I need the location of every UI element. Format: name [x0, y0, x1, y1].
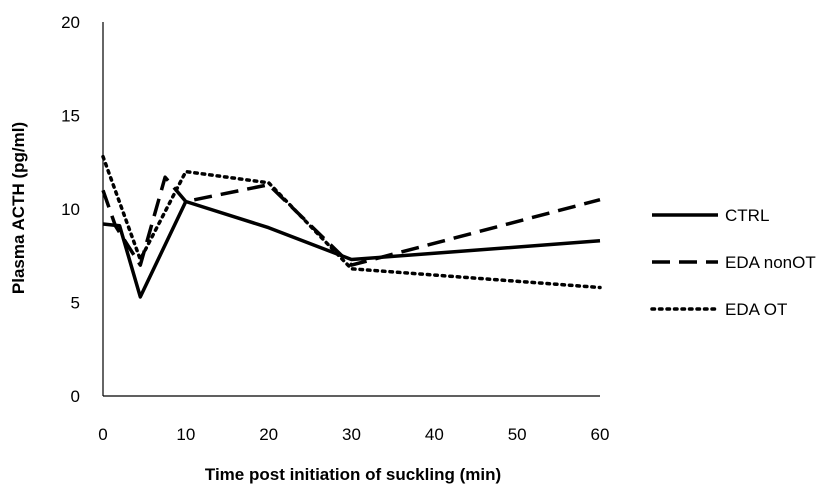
x-tick-label: 40: [425, 425, 444, 444]
series-line-ctrl: [102, 199, 601, 299]
legend-label: EDA OT: [725, 300, 787, 319]
x-tick-label: 30: [342, 425, 361, 444]
x-tick-label: 50: [508, 425, 527, 444]
y-tick-label: 5: [71, 294, 80, 313]
x-tick-label: 20: [259, 425, 278, 444]
legend: CTRL EDA nonOT EDA OT: [650, 206, 816, 319]
x-tick-label: 10: [176, 425, 195, 444]
x-tick-labels: 0 10 20 30 40 50 60: [98, 425, 609, 444]
x-tick-label: 60: [591, 425, 610, 444]
y-tick-labels: 0 5 10 15 20: [61, 13, 80, 406]
x-tick-label: 0: [98, 425, 107, 444]
y-tick-label: 15: [61, 107, 80, 126]
series-line-eda-ot: [101, 154, 602, 290]
y-tick-label: 10: [61, 200, 80, 219]
y-axis-title: Plasma ACTH (pg/ml): [9, 122, 28, 294]
series-lines: [101, 154, 602, 299]
chart-axes: [102, 22, 600, 397]
legend-label: EDA nonOT: [725, 253, 816, 272]
y-tick-label: 20: [61, 13, 80, 32]
y-tick-label: 0: [71, 387, 80, 406]
x-axis-title: Time post initiation of suckling (min): [205, 465, 501, 484]
legend-label: CTRL: [725, 206, 769, 225]
